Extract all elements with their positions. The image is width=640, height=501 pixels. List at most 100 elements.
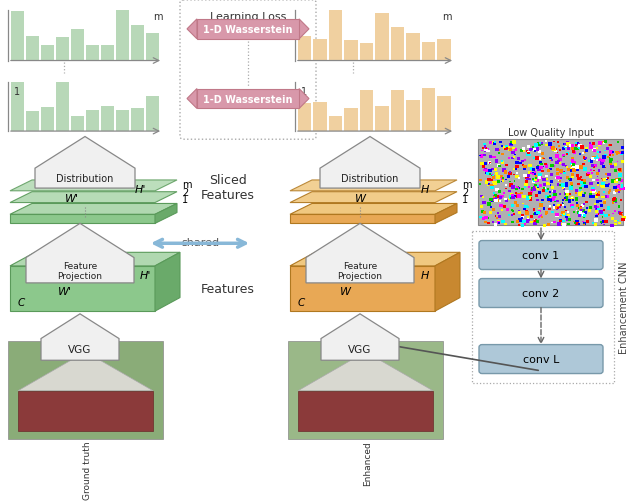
Bar <box>569 187 573 190</box>
Bar <box>546 178 548 180</box>
Bar <box>559 185 562 187</box>
Bar <box>602 196 605 199</box>
Bar <box>562 188 564 189</box>
Bar <box>11 12 24 62</box>
Bar <box>611 218 614 220</box>
Bar <box>524 168 527 171</box>
Bar <box>564 144 566 146</box>
Bar <box>607 177 609 179</box>
Bar <box>591 158 595 161</box>
Bar <box>600 178 602 180</box>
Bar <box>582 182 586 184</box>
Bar <box>506 147 508 149</box>
Bar <box>484 221 486 223</box>
Bar <box>437 97 451 132</box>
Bar <box>545 211 548 214</box>
Bar <box>598 214 599 216</box>
Bar <box>579 190 581 192</box>
Text: Distribution: Distribution <box>341 174 399 184</box>
Bar <box>616 180 618 181</box>
Bar <box>483 155 486 157</box>
Bar <box>591 187 595 191</box>
Bar <box>491 200 495 203</box>
Bar <box>519 163 522 165</box>
Bar <box>495 149 499 152</box>
Bar <box>559 170 563 174</box>
Bar <box>532 187 534 189</box>
Bar <box>556 177 559 180</box>
Bar <box>540 166 543 169</box>
Bar <box>580 146 584 149</box>
Bar <box>566 194 570 197</box>
Bar <box>563 156 565 158</box>
Bar <box>568 200 572 203</box>
Bar <box>529 190 534 193</box>
Polygon shape <box>290 192 457 203</box>
Bar <box>573 223 576 225</box>
Text: Feature
Projection: Feature Projection <box>337 261 383 281</box>
Bar <box>595 192 597 194</box>
Bar <box>567 148 570 151</box>
Bar <box>496 218 499 220</box>
Bar <box>548 195 551 197</box>
Bar <box>512 141 516 144</box>
Bar <box>572 174 574 176</box>
Polygon shape <box>155 204 177 224</box>
Bar <box>511 152 515 155</box>
Bar <box>510 144 513 146</box>
Bar <box>572 200 574 202</box>
Bar <box>585 150 588 153</box>
Bar <box>530 168 533 170</box>
Bar <box>557 223 561 226</box>
Polygon shape <box>290 253 460 267</box>
Polygon shape <box>290 204 457 215</box>
Bar <box>547 183 548 185</box>
Bar <box>532 147 534 149</box>
Bar <box>589 183 593 186</box>
Bar <box>576 203 578 204</box>
Bar <box>536 188 538 189</box>
Bar <box>545 190 548 193</box>
Text: Feature
Projection: Feature Projection <box>58 261 102 281</box>
Bar <box>504 171 508 174</box>
Bar <box>511 210 513 212</box>
Bar <box>557 178 559 180</box>
Bar <box>576 175 579 177</box>
Bar <box>11 83 24 132</box>
Bar <box>131 26 144 62</box>
Bar <box>564 207 566 208</box>
Bar <box>547 223 550 226</box>
Bar <box>559 180 560 182</box>
Bar <box>525 210 528 213</box>
Bar <box>480 195 483 198</box>
Bar <box>582 195 585 197</box>
Polygon shape <box>321 314 399 361</box>
Bar <box>579 223 580 225</box>
Bar <box>552 194 554 196</box>
Bar <box>511 186 515 189</box>
Bar <box>131 109 144 132</box>
Bar <box>505 145 508 148</box>
Bar <box>561 203 563 204</box>
Bar <box>593 156 596 160</box>
Bar <box>556 208 559 211</box>
Bar <box>616 152 618 154</box>
Bar <box>596 215 598 216</box>
Bar <box>506 148 509 150</box>
Bar <box>313 103 327 132</box>
Bar <box>571 197 573 199</box>
Bar <box>621 187 625 190</box>
Bar <box>609 158 612 161</box>
Bar <box>620 189 622 191</box>
Bar <box>505 185 507 187</box>
Bar <box>618 174 622 177</box>
Bar <box>621 152 624 154</box>
Bar <box>577 149 579 150</box>
Bar <box>582 214 586 217</box>
Text: W: W <box>355 194 365 203</box>
Bar <box>556 206 559 210</box>
Bar <box>540 163 543 166</box>
Bar <box>534 219 538 222</box>
Bar <box>522 160 524 162</box>
Bar <box>591 172 593 174</box>
